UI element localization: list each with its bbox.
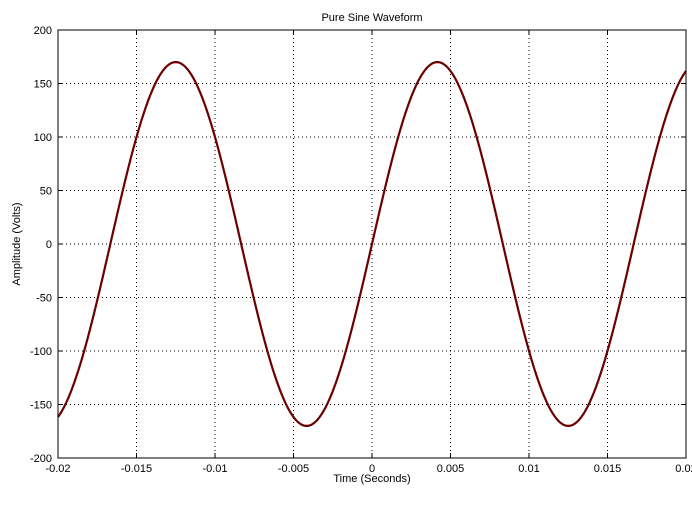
x-tick-label: -0.02 [45, 463, 70, 475]
y-tick-label: -200 [30, 453, 52, 465]
y-tick-label: 0 [46, 239, 52, 251]
x-tick-label: -0.005 [278, 463, 309, 475]
y-tick-label: 50 [40, 186, 52, 198]
plot-frame [57, 29, 687, 459]
x-tick-labels: -0.02 -0.015 -0.01 -0.005 0 0.005 0.01 0.015 0.0… [45, 463, 692, 475]
y-tick-labels: -200 -150 -100 -50 0 50 100 150 200 [30, 25, 52, 465]
chart-title: Pure Sine Waveform [321, 12, 422, 24]
x-tick-label: 0.015 [594, 463, 622, 475]
x-tick-label: 0.005 [437, 463, 465, 475]
grid-lines [58, 30, 686, 458]
y-tick-label: -50 [36, 293, 52, 305]
y-axis-label: Amplitude (Volts) [11, 202, 23, 285]
y-tick-label: 200 [34, 25, 52, 37]
y-tick-label: -100 [30, 346, 52, 358]
y-tick-label: -150 [30, 400, 52, 412]
x-tick-label: 0.02 [675, 463, 692, 475]
x-axis-label: Time (Seconds) [333, 473, 410, 485]
x-tick-label: -0.01 [202, 463, 227, 475]
sine-series-line [57, 61, 687, 427]
x-tick-label: 0 [369, 463, 375, 475]
y-tick-label: 100 [34, 132, 52, 144]
x-tick-label: -0.015 [121, 463, 152, 475]
x-tick-label: 0.01 [518, 463, 539, 475]
y-tick-label: 150 [34, 79, 52, 91]
